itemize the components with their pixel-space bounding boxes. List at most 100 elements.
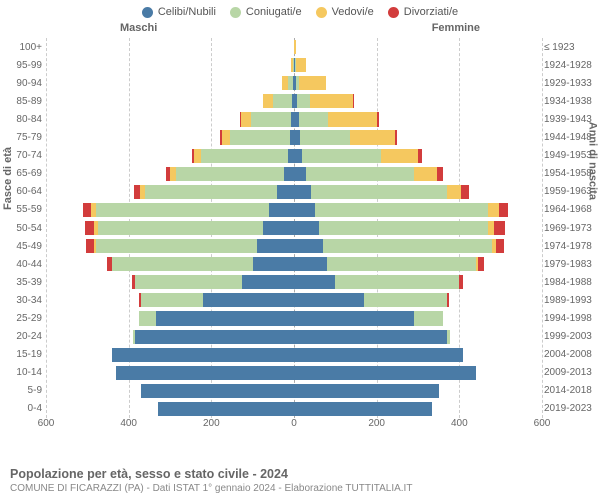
bar-segment [294,366,476,380]
bar-segment [294,203,315,217]
x-axis: 6004002000200400600 [46,418,542,434]
bars-male [112,348,294,362]
bar-segment [364,293,447,307]
bars-female [294,239,504,253]
bars-female [294,330,450,344]
bars-female [294,76,326,90]
bars-female [294,366,476,380]
bar-segment [310,94,353,108]
bar-segment [294,330,447,344]
bars-female [294,384,439,398]
bar-segment [294,167,306,181]
bars-female [294,130,397,144]
bars-male [166,167,294,181]
bar-segment [488,203,498,217]
bars-male [86,239,294,253]
age-label: 100+ [2,42,42,53]
bars-female [294,185,469,199]
chart-subtitle: COMUNE DI FICARAZZI (PA) - Dati ISTAT 1°… [10,483,590,494]
bars-female [294,221,505,235]
pyramid-row: 0-42019-2023 [46,400,542,418]
year-label: 1944-1948 [544,132,600,143]
bar-segment [447,185,461,199]
bar-segment [328,112,378,126]
bars-female [294,275,463,289]
bar-segment [176,167,283,181]
bars-female [294,402,432,416]
pyramid-row: 30-341989-1993 [46,291,542,309]
bar-segment [294,185,311,199]
bar-segment [112,348,294,362]
bars-male [282,76,294,90]
pyramid-row: 100+≤ 1923 [46,38,542,56]
year-label: 1994-1998 [544,313,600,324]
bars-male [240,112,294,126]
pyramid-row: 45-491974-1978 [46,237,542,255]
bar-segment [294,221,319,235]
footer: Popolazione per età, sesso e stato civil… [10,467,590,494]
bar-segment [241,112,251,126]
bar-segment [414,167,437,181]
pyramid-row: 50-541969-1973 [46,219,542,237]
bars-female [294,167,443,181]
pyramid-row: 75-791944-1948 [46,129,542,147]
bar-segment [381,149,418,163]
bar-segment [294,311,414,325]
year-label: ≤ 1923 [544,42,600,53]
bar-segment [335,275,459,289]
bars-female [294,112,379,126]
bar-segment [327,257,476,271]
age-label: 10-14 [2,367,42,378]
pyramid-row: 60-641959-1963 [46,183,542,201]
bar-segment [377,112,378,126]
age-label: 0-4 [2,403,42,414]
legend-swatch [388,7,399,18]
bar-segment [158,402,294,416]
bars-male [133,330,294,344]
gridline [542,38,543,418]
bar-segment [284,167,294,181]
age-label: 20-24 [2,331,42,342]
bar-segment [297,94,309,108]
bar-segment [350,130,395,144]
age-label: 95-99 [2,60,42,71]
pyramid-row: 15-192004-2008 [46,346,542,364]
bar-segment [294,275,335,289]
bar-segment [253,257,294,271]
bar-segment [269,203,294,217]
legend-label: Vedovi/e [332,6,374,18]
age-label: 5-9 [2,385,42,396]
bar-segment [96,239,257,253]
bar-segment [499,203,508,217]
bar-segment [294,149,302,163]
bar-segment [294,402,432,416]
age-label: 85-89 [2,96,42,107]
pyramid-row: 80-841939-1943 [46,110,542,128]
year-label: 1969-1973 [544,223,600,234]
pyramid-row: 40-441979-1983 [46,255,542,273]
bar-segment [203,293,294,307]
year-label: 2004-2008 [544,349,600,360]
bars-male [85,221,294,235]
bar-segment [294,293,364,307]
year-label: 1984-1988 [544,277,600,288]
bar-segment [414,311,443,325]
x-tick: 200 [368,418,385,429]
bar-segment [461,185,468,199]
legend-item: Divorziati/e [388,6,458,18]
bar-segment [353,94,354,108]
age-label: 65-69 [2,168,42,179]
bar-segment [447,293,449,307]
bar-segment [294,239,323,253]
bar-segment [242,275,294,289]
pyramid-row: 10-142009-2013 [46,364,542,382]
bar-segment [96,203,270,217]
year-label: 1974-1978 [544,241,600,252]
bars-male [220,130,294,144]
legend-label: Celibi/Nubili [158,6,216,18]
bar-segment [98,221,263,235]
bar-segment [141,384,294,398]
bars-male [116,366,294,380]
age-label: 15-19 [2,349,42,360]
year-label: 1924-1928 [544,60,600,71]
